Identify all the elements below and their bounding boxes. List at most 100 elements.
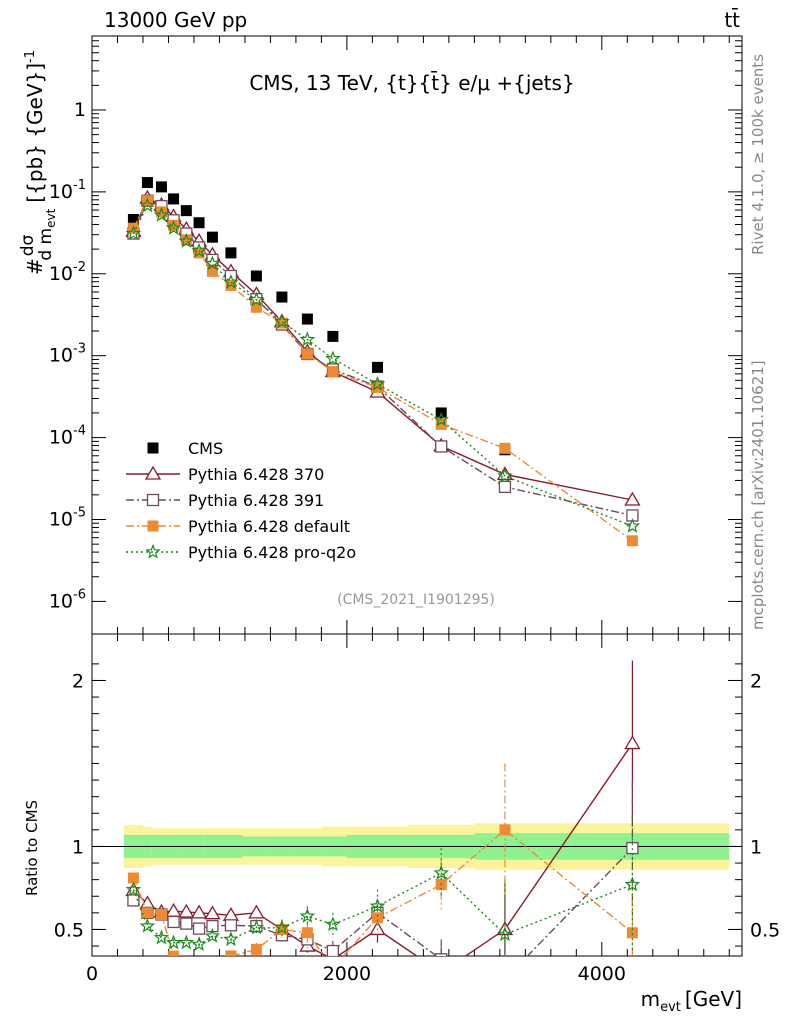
main-point (168, 193, 180, 205)
legend-marker (146, 493, 160, 507)
main-point (141, 177, 153, 189)
ratio-point (250, 943, 262, 955)
main-point (248, 291, 265, 307)
ratio-point (433, 864, 449, 880)
ratio-point (434, 966, 448, 978)
main-point (153, 206, 170, 222)
main-point (433, 411, 449, 427)
main-point (499, 442, 511, 454)
main-point (139, 197, 156, 213)
ratio-point (301, 927, 313, 939)
main-point (626, 535, 638, 547)
ratio-point (276, 923, 288, 935)
process-label: tt̄ (724, 7, 740, 32)
main-point (369, 375, 386, 391)
y-axis-label: # dσd mevt [{pb} {GeV}]-1 (18, 50, 58, 275)
main-point (155, 206, 167, 218)
ratio-line-Pythia 6.428 default (132, 828, 633, 956)
ratio-point (624, 735, 641, 750)
legend-label: Pythia 6.428 pro-q2o (188, 543, 356, 562)
y-tick-label: 10-3 (49, 342, 86, 367)
main-point (276, 317, 288, 329)
ratio-point (223, 931, 239, 947)
ratio-tick-label-right: 0.5 (750, 919, 780, 941)
ratio-point (224, 919, 238, 932)
ratio-point (165, 934, 182, 950)
main-point (178, 233, 195, 248)
main-point (325, 350, 341, 366)
y-axis-label-evt: evt (44, 208, 58, 227)
ratio-point (369, 898, 386, 913)
ratio-point (125, 881, 142, 897)
x-tick-label: 0 (86, 963, 98, 985)
x-tick-label: 4000 (578, 963, 626, 985)
ratio-point (435, 953, 448, 956)
main-point (223, 274, 239, 289)
legend-label: Pythia 6.428 default (188, 517, 350, 536)
y-tick-label: 10-5 (49, 506, 86, 531)
source-label: mcplots.cern.ch [arXiv:2401.10621] (749, 360, 767, 630)
y-tick-label: 1 (74, 99, 86, 121)
main-point (204, 255, 221, 271)
ratio-tick-label-right: 1 (750, 836, 762, 858)
ratio-point (499, 974, 510, 985)
legend-label: CMS (188, 439, 223, 458)
legend-label: Pythia 6.428 391 (188, 491, 324, 510)
main-point (180, 234, 192, 246)
main-point (435, 440, 448, 453)
ratio-point (371, 912, 383, 924)
ratio-series (125, 660, 641, 985)
y-axis-label-frac-den: d m (36, 228, 56, 261)
svg-text:#dσd mevt[{pb} {GeV}]-1: # dσd mevt [{pb} {GeV}]-1 (18, 50, 58, 275)
main-point (250, 270, 262, 282)
ratio-tick-label-right: 2 (750, 670, 762, 692)
main-point (624, 491, 641, 506)
ratio-point (204, 927, 221, 943)
ratio-point (190, 904, 208, 919)
ratio-point (248, 919, 265, 935)
main-point (180, 205, 192, 217)
main-point (206, 265, 218, 277)
main-point (624, 517, 641, 533)
ratio-point (167, 915, 180, 929)
legend: CMS Pythia 6.428 370 Pythia 6.428 391 Pythi… (126, 439, 356, 562)
legend-marker (144, 465, 162, 480)
ratio-point (207, 972, 218, 983)
main-point (327, 330, 339, 342)
ratio-point (178, 934, 195, 950)
main-point (168, 219, 180, 231)
ratio-point (180, 917, 193, 930)
main-point (225, 247, 237, 259)
y-tick-label: 10-4 (49, 424, 86, 449)
ratio-line-Pythia 6.428 391 (132, 847, 633, 956)
main-line-Pythia 6.428 pro-q2o (132, 204, 633, 527)
rivet-label: Rivet 4.1.0, ≥ 100k events (749, 54, 767, 255)
ratio-y-label: Ratio to CMS (23, 800, 41, 896)
main-point (301, 348, 313, 360)
main-point (299, 331, 316, 347)
ratio-point (626, 927, 638, 939)
legend-label: Pythia 6.428 370 (188, 465, 324, 484)
y-axis-label-hash: # (23, 258, 47, 275)
main-line-Pythia 6.428 default (132, 199, 633, 542)
main-point (165, 220, 182, 235)
x-axis-label: mevt [GeV] (641, 987, 742, 1015)
main-series (125, 177, 641, 547)
legend-marker (145, 543, 161, 559)
y-tick-label: 10-6 (49, 587, 86, 612)
main-point (193, 217, 205, 229)
energy-label: 13000 GeV pp (104, 8, 247, 32)
main-point (250, 301, 262, 313)
ratio-point (127, 872, 139, 884)
ratio-point (153, 929, 170, 945)
main-point (435, 418, 447, 430)
main-point (193, 247, 205, 259)
y-axis-label-units: [{pb} {GeV}] (23, 63, 47, 203)
main-point (274, 313, 290, 329)
chart-title: CMS, 13 TeV, {t}{t̄} e/μ +{jets} (249, 70, 574, 95)
ratio-frame (91, 633, 743, 957)
analysis-id: (CMS_2021_I1901295) (337, 592, 495, 608)
main-point (127, 213, 139, 225)
ratio-tick-label: 0.5 (54, 919, 84, 941)
